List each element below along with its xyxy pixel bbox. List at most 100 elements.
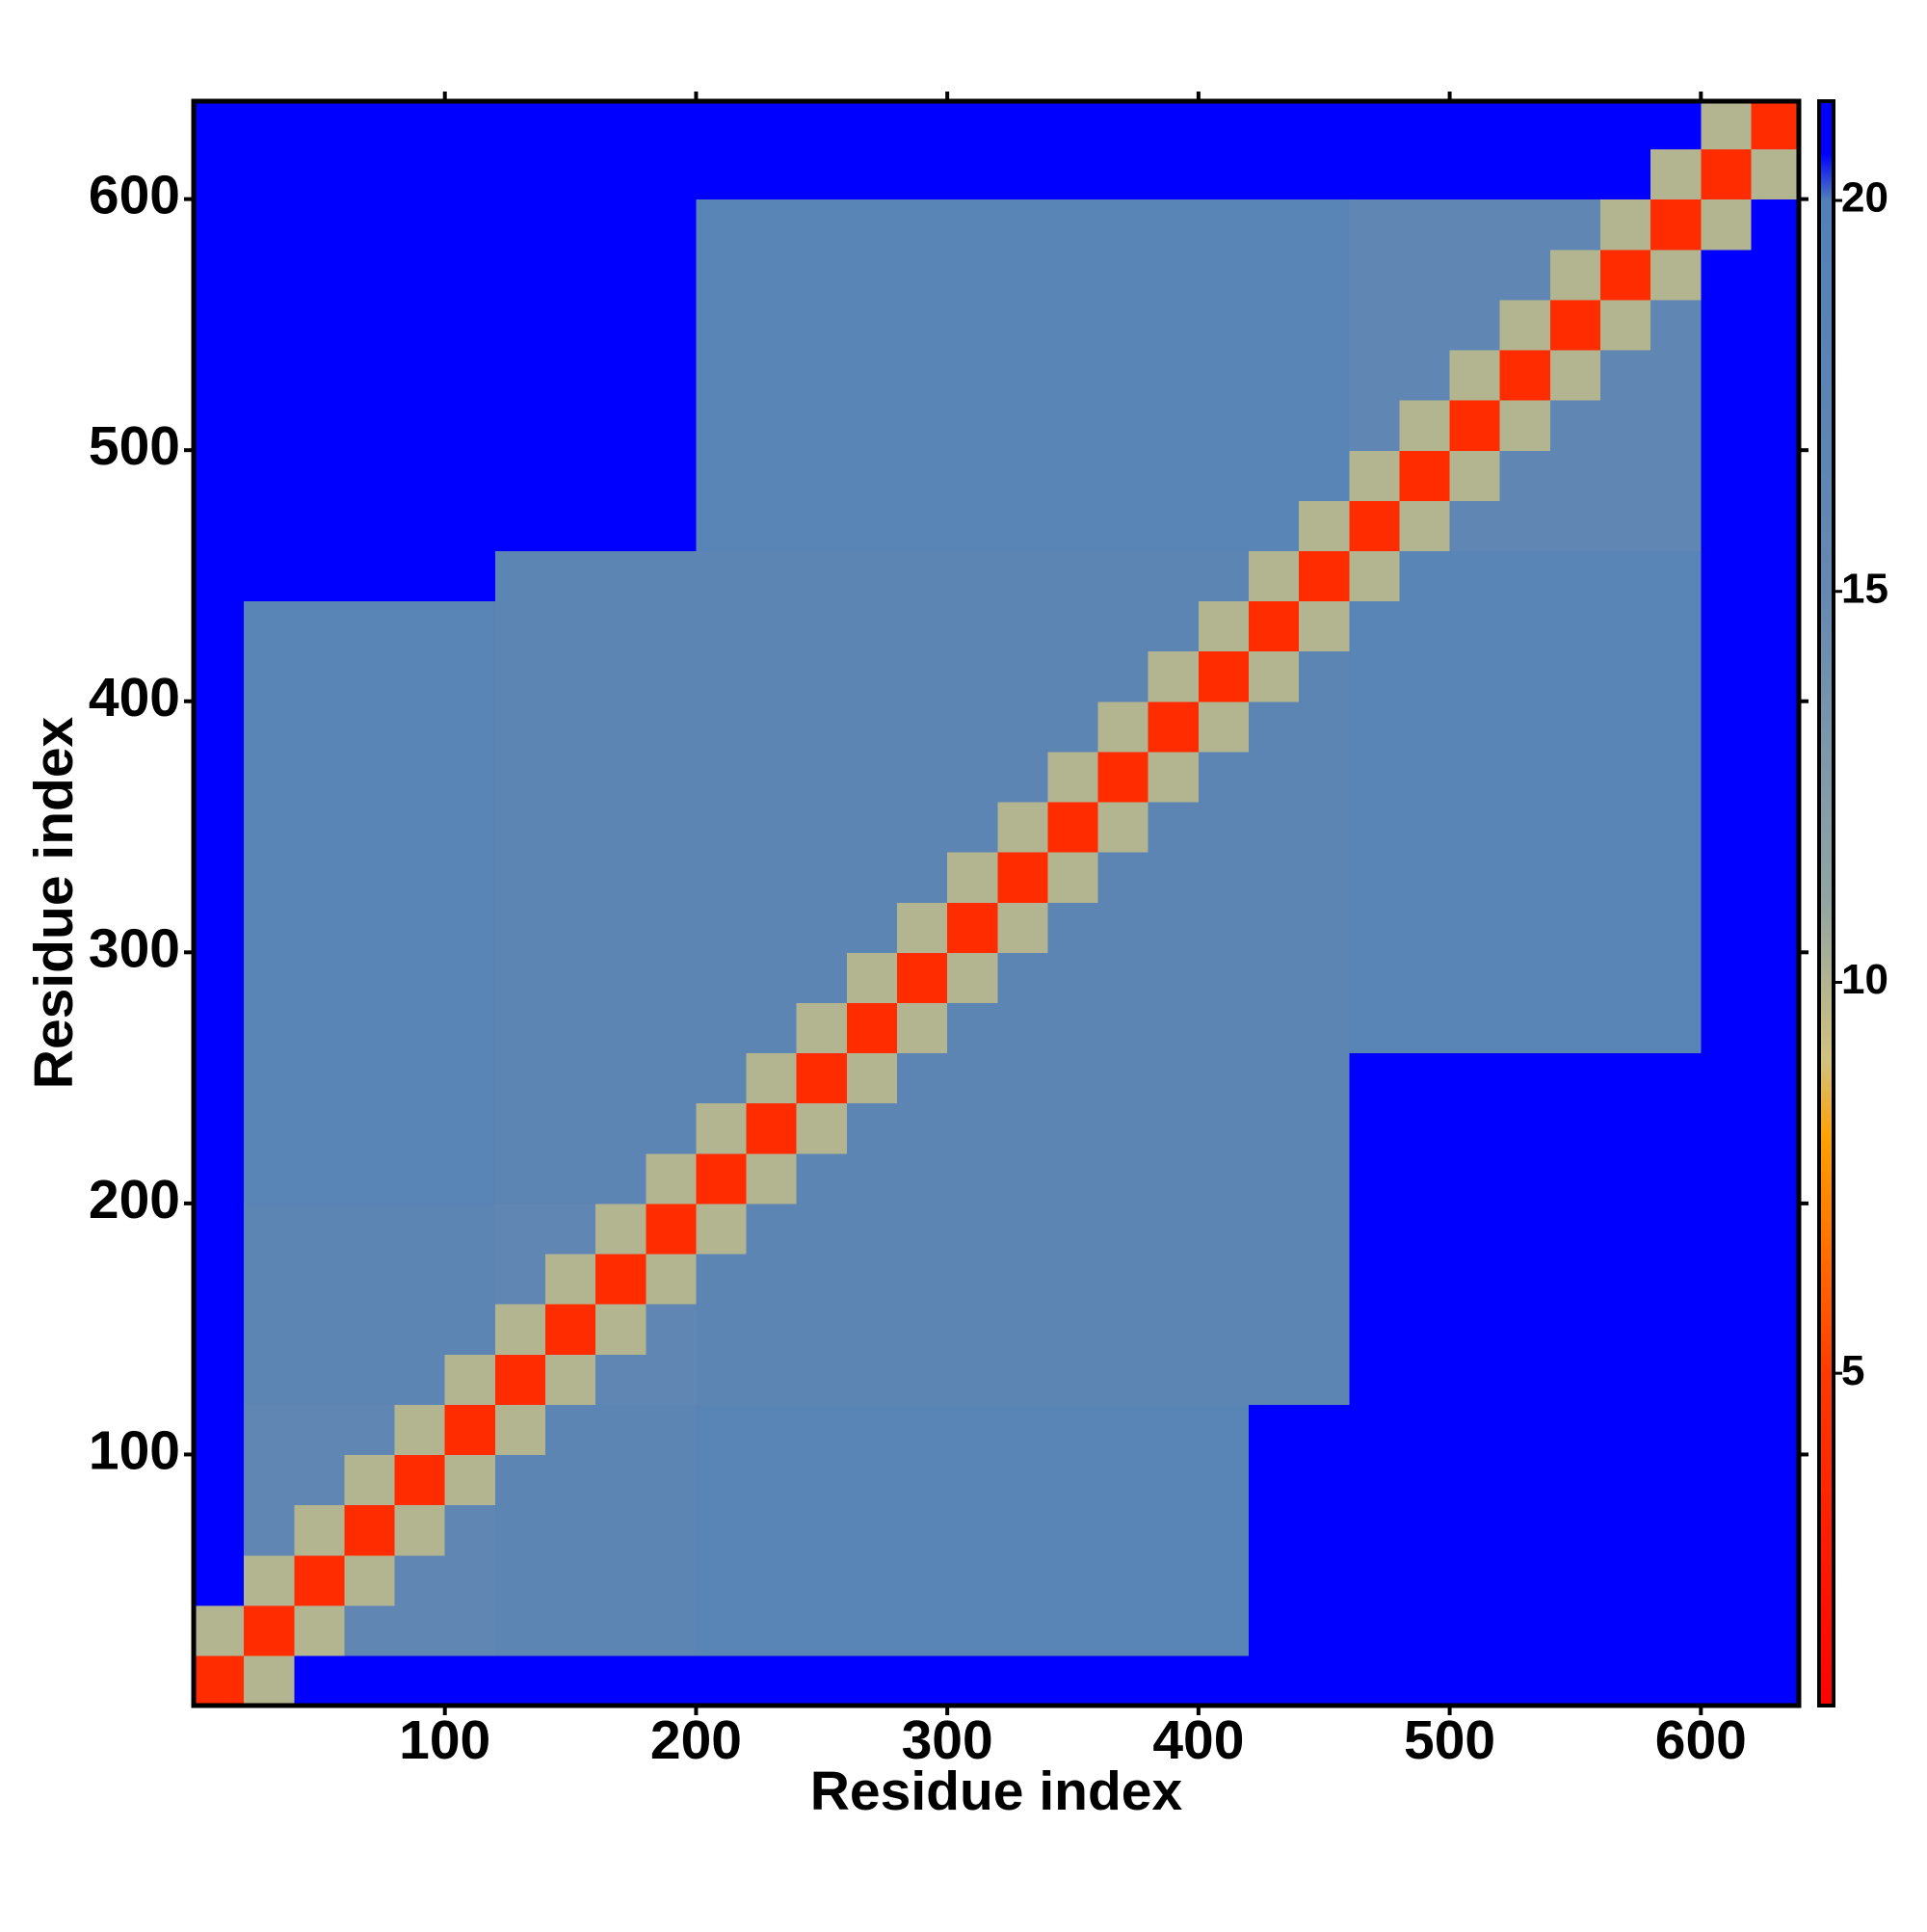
heatmap-cell	[1299, 1304, 1350, 1355]
heatmap-cell	[494, 650, 546, 702]
heatmap-cell	[746, 600, 798, 652]
heatmap-cell	[1751, 198, 1799, 251]
heatmap-cell	[444, 1002, 496, 1054]
heatmap-cell	[344, 1052, 396, 1104]
heatmap-cell	[1148, 1404, 1200, 1456]
heatmap-cell	[696, 299, 748, 351]
heatmap-cell	[796, 550, 848, 602]
heatmap-cell	[796, 1253, 848, 1305]
heatmap-cell	[846, 751, 898, 803]
heatmap-cell	[545, 1354, 596, 1405]
heatmap-cell	[1249, 400, 1300, 451]
heatmap-cell	[997, 902, 1049, 953]
colorbar-tick-label: 20	[1841, 174, 1888, 222]
heatmap-cell	[997, 148, 1049, 200]
heatmap-cell	[1399, 1504, 1451, 1556]
heatmap-cell	[1499, 701, 1551, 753]
heatmap-cell	[897, 1454, 948, 1506]
heatmap-cell	[344, 550, 396, 602]
heatmap-cell	[444, 1604, 496, 1656]
heatmap-cell	[1249, 952, 1300, 1004]
heatmap-cell	[344, 952, 396, 1004]
heatmap-cell	[294, 1052, 346, 1104]
heatmap-cell	[1549, 852, 1601, 903]
heatmap-cell	[796, 1554, 848, 1606]
heatmap-cell	[1047, 952, 1099, 1004]
heatmap-cell	[796, 600, 848, 652]
heatmap-cell	[244, 751, 295, 803]
heatmap-cell	[394, 701, 446, 753]
heatmap-cell	[1600, 500, 1651, 552]
heatmap-cell	[1650, 1554, 1702, 1606]
heatmap-cell	[1299, 801, 1350, 853]
heatmap-cell	[1097, 249, 1149, 301]
heatmap-cell	[444, 148, 496, 200]
heatmap-cell	[1650, 952, 1702, 1004]
heatmap-cell	[1549, 299, 1601, 351]
heatmap-cell	[1549, 1203, 1601, 1255]
heatmap-cell	[1549, 952, 1601, 1004]
heatmap-cell	[1399, 249, 1451, 301]
heatmap-cell	[294, 1404, 346, 1456]
heatmap-cell	[746, 101, 798, 150]
heatmap-cell	[194, 101, 245, 150]
heatmap-cell	[194, 1102, 245, 1154]
heatmap-cell	[1499, 1504, 1551, 1556]
heatmap-cell	[846, 1002, 898, 1054]
heatmap-cell	[746, 952, 798, 1004]
heatmap-cell	[1148, 550, 1200, 602]
heatmap-cell	[1299, 751, 1350, 803]
heatmap-cell	[947, 101, 998, 150]
heatmap-cell	[1701, 500, 1753, 552]
heatmap-cell	[1650, 650, 1702, 702]
heatmap-cell	[1299, 1203, 1350, 1255]
heatmap-cell	[1399, 952, 1451, 1004]
y-tick-label: 400	[89, 667, 180, 728]
heatmap-cell	[947, 1203, 998, 1255]
heatmap-cell	[595, 1102, 647, 1154]
heatmap-cell	[997, 1253, 1049, 1305]
heatmap-cell	[1047, 1304, 1099, 1355]
heatmap-cell	[897, 1304, 948, 1355]
heatmap-cell	[1198, 1203, 1250, 1255]
heatmap-cell	[1650, 701, 1702, 753]
heatmap-cell	[696, 1554, 748, 1606]
heatmap-cell	[1299, 600, 1350, 652]
heatmap-cell	[1399, 450, 1451, 501]
heatmap-cell	[1097, 101, 1149, 150]
heatmap-cell	[444, 952, 496, 1004]
heatmap-cell	[1650, 1152, 1702, 1204]
heatmap-cell	[1499, 1304, 1551, 1355]
heatmap-cell	[1701, 1354, 1753, 1405]
heatmap-cell	[294, 1304, 346, 1355]
heatmap-cell	[1349, 349, 1401, 401]
heatmap-cell	[1299, 400, 1350, 451]
heatmap-cell	[1751, 801, 1799, 853]
heatmap-cell	[997, 751, 1049, 803]
heatmap-cell	[1349, 852, 1401, 903]
heatmap-cell	[294, 400, 346, 451]
heatmap-cell	[1299, 1554, 1350, 1606]
heatmap-cell	[1198, 198, 1250, 251]
heatmap-cell	[1549, 450, 1601, 501]
heatmap-cell	[1299, 1604, 1350, 1656]
heatmap-cell	[344, 299, 396, 351]
heatmap-cell	[1097, 1102, 1149, 1154]
heatmap-cell	[1499, 550, 1551, 602]
heatmap-cell	[1751, 1152, 1799, 1204]
heatmap-cell	[194, 1304, 245, 1355]
heatmap-cell	[1249, 852, 1300, 903]
heatmap-cell	[1701, 1052, 1753, 1104]
heatmap-cell	[1249, 1102, 1300, 1154]
heatmap-cell	[796, 1404, 848, 1456]
heatmap-cell	[1600, 751, 1651, 803]
heatmap-cell	[1399, 852, 1451, 903]
heatmap-cell	[696, 701, 748, 753]
heatmap-cell	[1650, 500, 1702, 552]
heatmap-cell	[1650, 1504, 1702, 1556]
heatmap-cell	[1349, 650, 1401, 702]
heatmap-cell	[1600, 1052, 1651, 1104]
heatmap-cell	[1047, 1604, 1099, 1656]
heatmap-cell	[1701, 1253, 1753, 1305]
heatmap-cell	[947, 500, 998, 552]
